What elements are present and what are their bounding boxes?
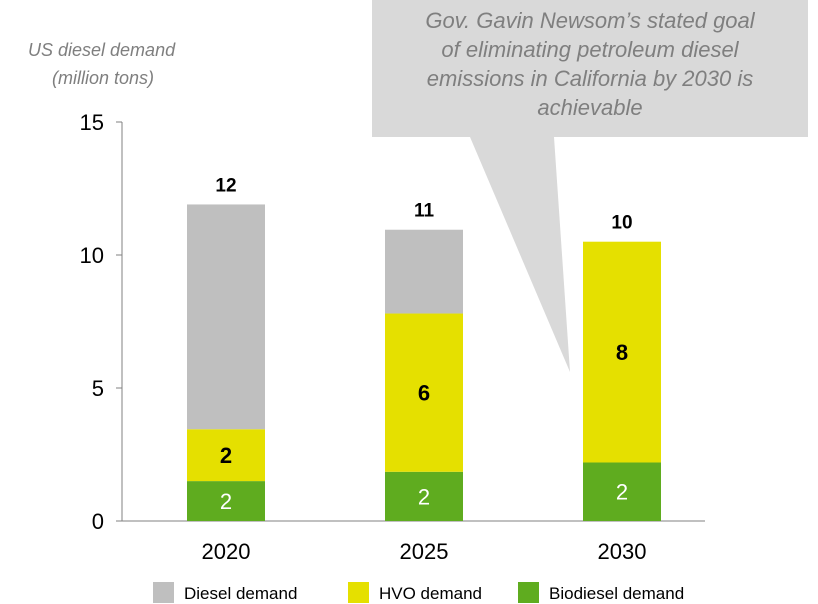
callout-line: of eliminating petroleum diesel: [441, 37, 739, 62]
x-tick-label: 2025: [400, 539, 449, 564]
segment-value-label: 2: [418, 484, 430, 509]
segment-value-label: 6: [418, 381, 430, 406]
x-tick-label: 2030: [598, 539, 647, 564]
y-ticks: 0 5 10 15: [80, 110, 122, 534]
legend-label: Biodiesel demand: [549, 584, 684, 603]
legend-label: Diesel demand: [184, 584, 297, 603]
y-tick-label: 0: [92, 509, 104, 534]
callout-line: emissions in California by 2030 is: [426, 66, 754, 91]
x-tick-label: 2020: [202, 539, 251, 564]
legend-label: HVO demand: [379, 584, 482, 603]
bar-segment: [187, 204, 265, 430]
y-axis-label-line-1: US diesel demand: [28, 40, 176, 60]
y-axis-label-line-2: (million tons): [52, 68, 154, 88]
bar-segment: [187, 429, 265, 482]
legend-swatch: [348, 582, 369, 603]
y-tick-label: 10: [80, 243, 104, 268]
segment-value-label: 2: [220, 443, 232, 468]
bar-segment: [385, 471, 463, 521]
total-value-label: 11: [414, 201, 435, 222]
total-value-label: 12: [215, 175, 236, 196]
bar-segment: [187, 481, 265, 521]
legend-swatch: [518, 582, 539, 603]
legend: Diesel demand HVO demand Biodiesel demand: [153, 582, 684, 603]
bar-segment: [583, 241, 661, 463]
callout-bubble: [372, 0, 808, 372]
callout-line: achievable: [537, 95, 643, 120]
callout-text: Gov. Gavin Newsom’s stated goal of elimi…: [372, 6, 808, 122]
y-tick-label: 15: [80, 110, 104, 135]
callout-line: Gov. Gavin Newsom’s stated goal: [425, 8, 755, 33]
segment-value-label: 2: [616, 480, 628, 505]
bar-segment: [385, 313, 463, 472]
bars: [187, 204, 661, 521]
legend-swatch: [153, 582, 174, 603]
segment-value-label: 2: [220, 489, 232, 514]
bar-segment: [583, 462, 661, 521]
y-tick-label: 5: [92, 376, 104, 401]
total-value-label: 10: [611, 213, 632, 234]
bar-segment: [385, 229, 463, 314]
segment-value-label: 8: [616, 340, 628, 365]
x-ticks: 2020 2025 2030: [202, 539, 647, 564]
